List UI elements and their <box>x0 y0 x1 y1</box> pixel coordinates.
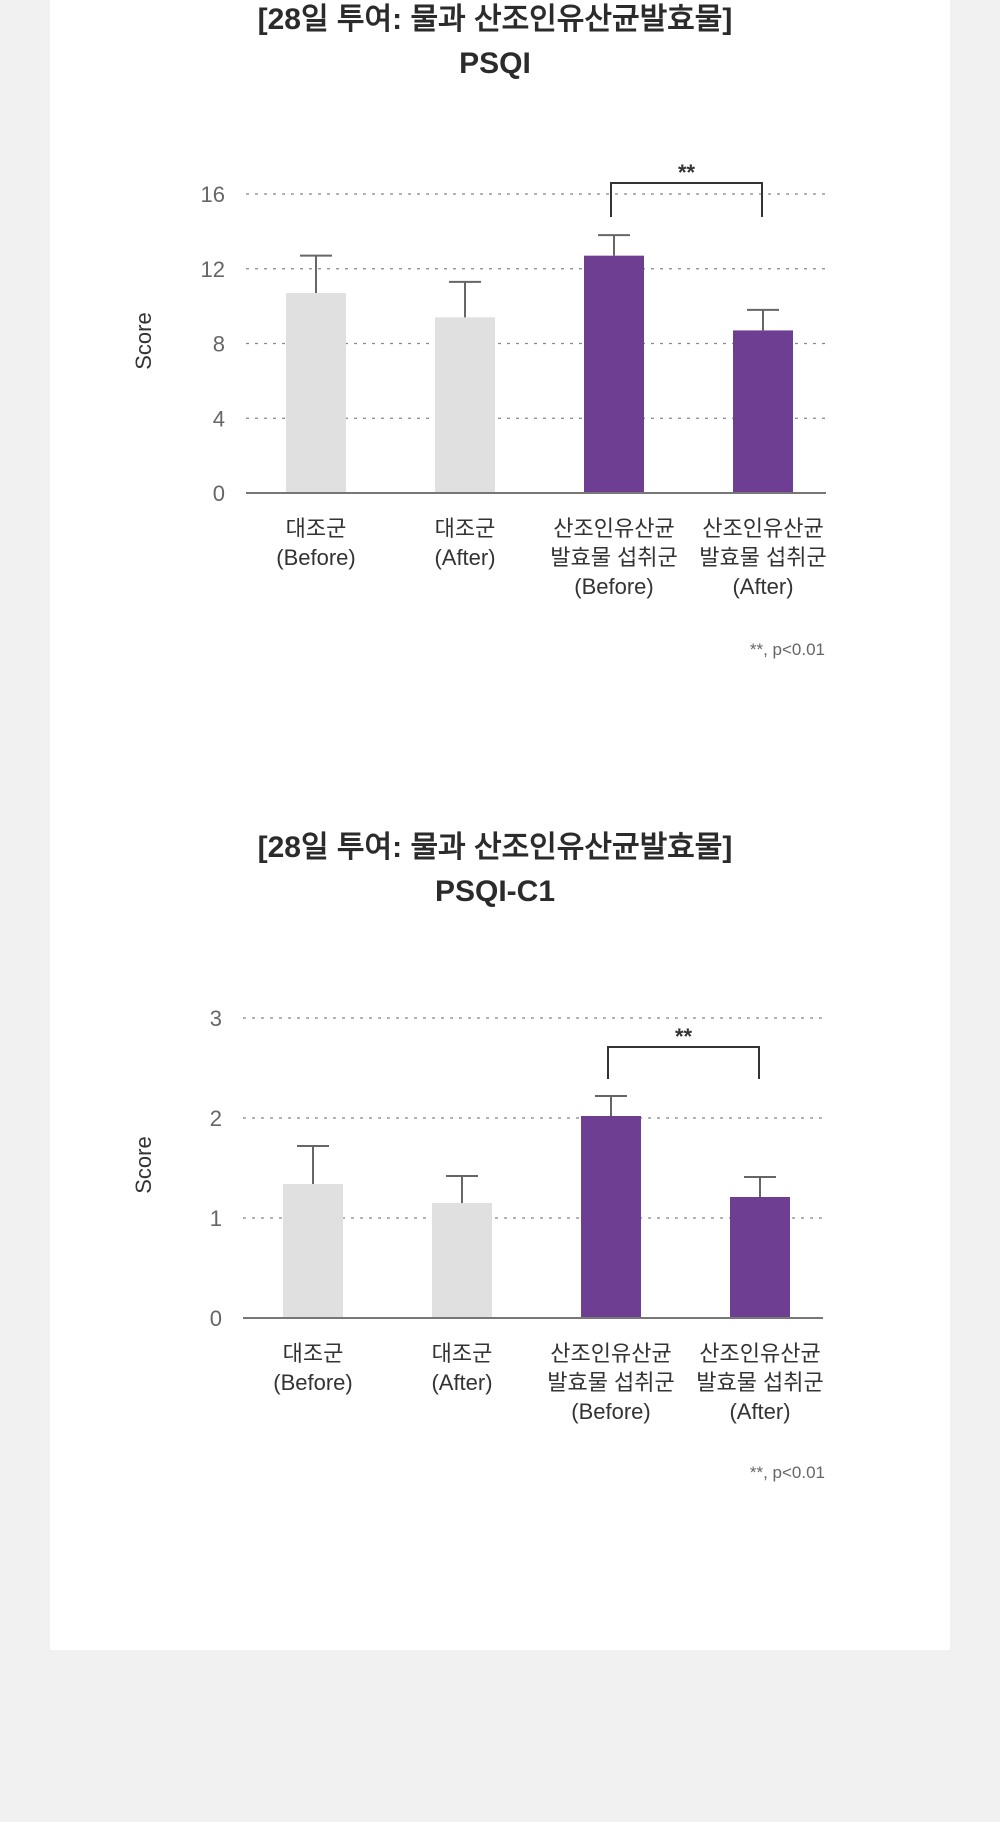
x-category-label: 산조인유산균 <box>699 1341 820 1366</box>
x-category-label: 대조군 <box>432 1341 493 1366</box>
bar <box>730 1197 790 1318</box>
x-category-label: (Before) <box>273 1370 352 1395</box>
footnote: **, p<0.01 <box>750 640 825 659</box>
x-category-label: (After) <box>434 545 495 570</box>
content-card <box>50 0 950 1650</box>
y-tick-label: 1 <box>210 1206 222 1231</box>
significance-label: ** <box>675 1024 693 1049</box>
y-tick-label: 12 <box>201 257 225 282</box>
x-category-label: 발효물 섭취군 <box>696 1370 824 1395</box>
y-tick-label: 8 <box>213 332 225 357</box>
chart-title-sub: PSQI <box>459 47 531 80</box>
significance-label: ** <box>678 160 696 185</box>
y-tick-label: 3 <box>210 1006 222 1031</box>
x-category-label: 발효물 섭취군 <box>699 545 827 570</box>
bar <box>286 293 346 493</box>
x-category-label: 산조인유산균 <box>553 516 674 541</box>
x-category-label: 산조인유산균 <box>702 516 823 541</box>
bar <box>432 1203 492 1318</box>
bar <box>584 255 644 493</box>
footnote: **, p<0.01 <box>750 1463 825 1482</box>
x-category-label: 발효물 섭취군 <box>550 545 678 570</box>
y-axis-label: Score <box>131 1136 156 1193</box>
y-tick-label: 16 <box>201 182 225 207</box>
y-tick-label: 4 <box>213 406 225 431</box>
y-tick-label: 0 <box>210 1306 222 1331</box>
bar <box>283 1184 343 1318</box>
x-category-label: (After) <box>729 1399 790 1424</box>
bar <box>435 317 495 493</box>
x-category-label: 발효물 섭취군 <box>547 1370 675 1395</box>
x-category-label: 대조군 <box>286 516 347 541</box>
x-category-label: (After) <box>732 574 793 599</box>
chart-title-main: [28일 투여: 물과 산조인유산균발효물] <box>257 3 733 36</box>
significance-bracket <box>610 182 763 217</box>
x-category-label: 산조인유산균 <box>550 1341 671 1366</box>
x-category-label: (After) <box>431 1370 492 1395</box>
x-category-label: 대조군 <box>283 1341 344 1366</box>
chart-title: [28일 투여: 물과 산조인유산균발효물] PSQI-C1 <box>0 826 990 914</box>
x-category-label: (Before) <box>276 545 355 570</box>
y-tick-label: 0 <box>213 481 225 506</box>
bar-chart-svg: 0 1 2 3 Score 대조군 (Before) 대조군 (After) 산조인유산균발효물 … <box>131 1006 825 1482</box>
bar-chart-svg: 0 4 8 12 16 Score 대조군 (Before) 대조군 (After) 산조인유산균발… <box>131 160 827 659</box>
y-axis-label: Score <box>131 312 156 369</box>
chart-title-main: [28일 투여: 물과 산조인유산균발효물] <box>257 831 733 864</box>
chart-title: [28일 투여: 물과 산조인유산균발효물] PSQI <box>0 0 990 86</box>
x-category-label: 대조군 <box>435 516 496 541</box>
bar <box>581 1116 641 1318</box>
x-category-label: (Before) <box>574 574 653 599</box>
bar <box>733 330 793 493</box>
significance-bracket <box>607 1046 760 1079</box>
chart-title-sub: PSQI-C1 <box>434 875 556 908</box>
y-tick-label: 2 <box>210 1106 222 1131</box>
x-category-label: (Before) <box>571 1399 650 1424</box>
